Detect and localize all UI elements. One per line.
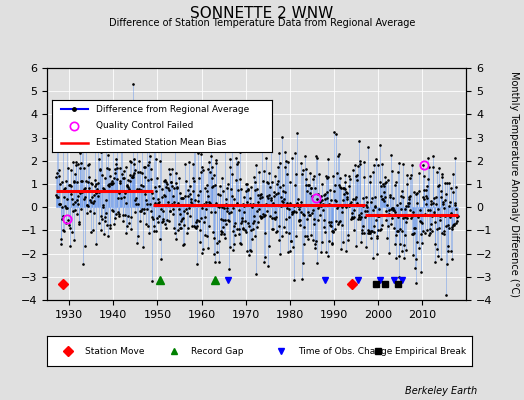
Text: Time of Obs. Change: Time of Obs. Change: [298, 346, 392, 356]
Y-axis label: Monthly Temperature Anomaly Difference (°C): Monthly Temperature Anomaly Difference (…: [509, 71, 519, 297]
Text: Record Gap: Record Gap: [191, 346, 244, 356]
Text: Empirical Break: Empirical Break: [395, 346, 466, 356]
Text: Station Move: Station Move: [85, 346, 145, 356]
Text: SONNETTE 2 WNW: SONNETTE 2 WNW: [190, 6, 334, 21]
Text: Difference of Station Temperature Data from Regional Average: Difference of Station Temperature Data f…: [109, 18, 415, 28]
Text: Quality Control Failed: Quality Control Failed: [96, 122, 194, 130]
Text: Estimated Station Mean Bias: Estimated Station Mean Bias: [96, 138, 227, 147]
Text: Difference from Regional Average: Difference from Regional Average: [96, 105, 249, 114]
Text: Berkeley Earth: Berkeley Earth: [405, 386, 477, 396]
